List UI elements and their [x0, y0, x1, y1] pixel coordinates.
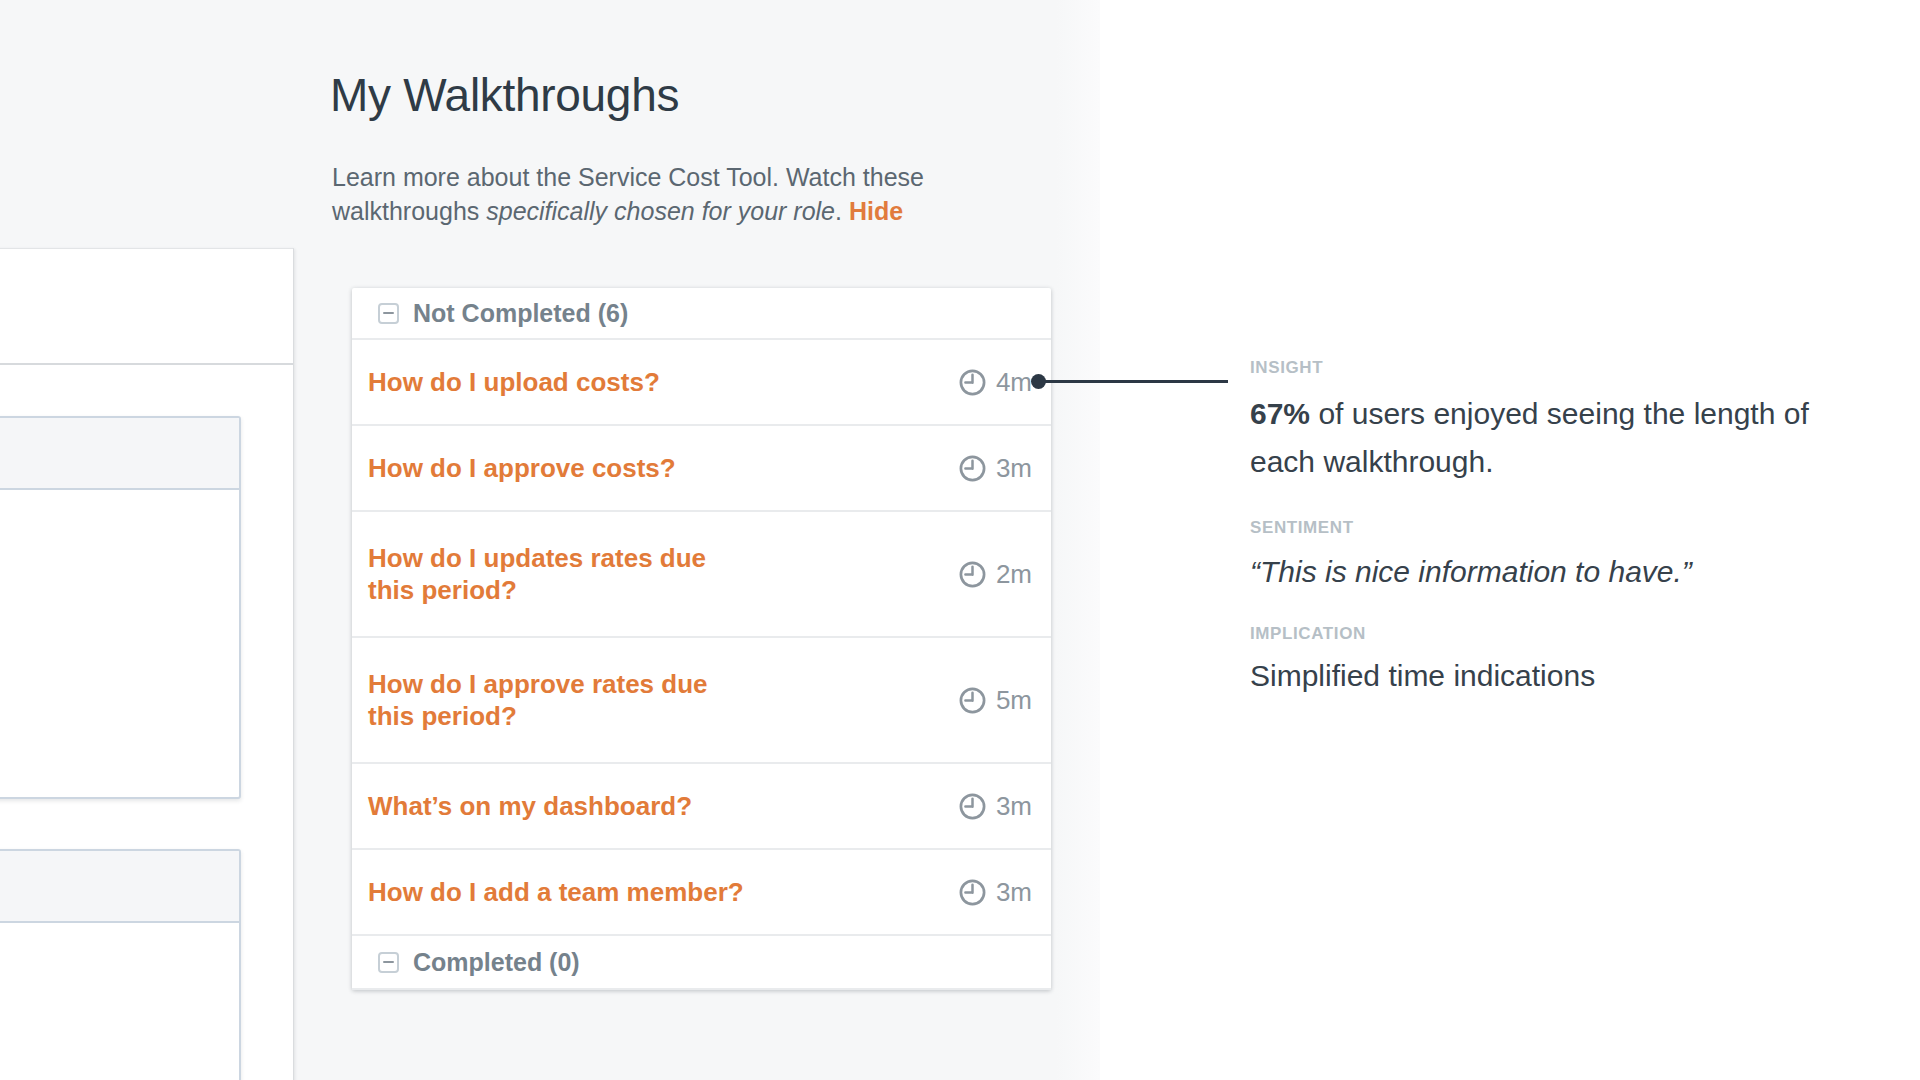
walkthrough-link[interactable]: How do I approve costs?	[368, 452, 676, 484]
duration-text: 4m	[996, 367, 1032, 398]
clock-icon	[958, 454, 987, 483]
walkthrough-duration: 3m	[958, 877, 1032, 908]
left-partial-panel-top	[0, 416, 241, 799]
walkthrough-link[interactable]: How do I approve rates due this period?	[368, 668, 708, 732]
duration-text: 3m	[996, 791, 1032, 822]
callout-dot	[1031, 374, 1046, 389]
page-title: My Walkthroughs	[330, 66, 679, 124]
clock-icon	[958, 878, 987, 907]
walkthrough-link[interactable]: How do I upload costs?	[368, 366, 660, 398]
walkthrough-link[interactable]: How do I add a team member?	[368, 876, 744, 908]
clock-icon	[958, 686, 987, 715]
walkthrough-row: How do I updates rates due this period? …	[352, 510, 1051, 636]
walkthrough-duration: 3m	[958, 453, 1032, 484]
collapse-minus-icon[interactable]	[378, 952, 399, 973]
insight-text: 67% of users enjoyed seeing the length o…	[1250, 390, 1810, 486]
duration-text: 3m	[996, 877, 1032, 908]
implication-label: IMPLICATION	[1250, 624, 1810, 644]
walkthrough-duration: 5m	[958, 685, 1032, 716]
insight-body: of users enjoyed seeing the length of ea…	[1250, 397, 1809, 478]
section-label: Completed (0)	[413, 948, 580, 977]
left-partial-panel-bottom-header	[0, 851, 239, 923]
hide-link[interactable]: Hide	[849, 197, 903, 225]
collapse-minus-icon[interactable]	[378, 303, 399, 324]
walkthrough-link[interactable]: What’s on my dashboard?	[368, 790, 692, 822]
design-artboard: My Walkthroughs Learn more about the Ser…	[0, 0, 1920, 1080]
section-header-completed[interactable]: Completed (0)	[352, 934, 1051, 988]
duration-text: 2m	[996, 559, 1032, 590]
walkthrough-duration: 4m	[958, 367, 1032, 398]
annotation-column: INSIGHT 67% of users enjoyed seeing the …	[1250, 358, 1810, 700]
clock-icon	[958, 560, 987, 589]
left-partial-panel-top-header	[0, 418, 239, 490]
insight-statistic: 67%	[1250, 397, 1310, 430]
walkthrough-row: How do I add a team member? 3m	[352, 848, 1051, 934]
insight-label: INSIGHT	[1250, 358, 1810, 378]
walkthrough-duration: 2m	[958, 559, 1032, 590]
duration-text: 3m	[996, 453, 1032, 484]
sentiment-label: SENTIMENT	[1250, 518, 1810, 538]
implication-text: Simplified time indications	[1250, 652, 1810, 700]
walkthrough-link[interactable]: How do I updates rates due this period?	[368, 542, 706, 606]
subtitle-period: .	[835, 197, 849, 225]
app-background: My Walkthroughs Learn more about the Ser…	[0, 0, 1100, 1080]
left-partial-panel-bottom	[0, 849, 241, 1080]
left-partial-card	[0, 248, 294, 1080]
walkthrough-row: How do I approve rates due this period? …	[352, 636, 1051, 762]
walkthrough-row: How do I approve costs? 3m	[352, 424, 1051, 510]
panel-bottom-spacer	[352, 988, 1051, 990]
callout-line	[1039, 380, 1228, 383]
walkthrough-row: How do I upload costs? 4m	[352, 338, 1051, 424]
clock-icon	[958, 792, 987, 821]
clock-icon	[958, 368, 987, 397]
sentiment-quote: “This is nice information to have.”	[1250, 548, 1810, 596]
section-header-not-completed[interactable]: Not Completed (6)	[352, 288, 1051, 338]
section-label: Not Completed (6)	[413, 299, 628, 328]
walkthroughs-panel: Not Completed (6) How do I upload costs?…	[352, 288, 1051, 990]
subtitle-italic-text: specifically chosen for your role	[486, 197, 835, 225]
duration-text: 5m	[996, 685, 1032, 716]
walkthrough-row: What’s on my dashboard? 3m	[352, 762, 1051, 848]
walkthrough-duration: 3m	[958, 791, 1032, 822]
page-subtitle: Learn more about the Service Cost Tool. …	[332, 160, 1052, 228]
left-card-divider	[0, 363, 293, 365]
